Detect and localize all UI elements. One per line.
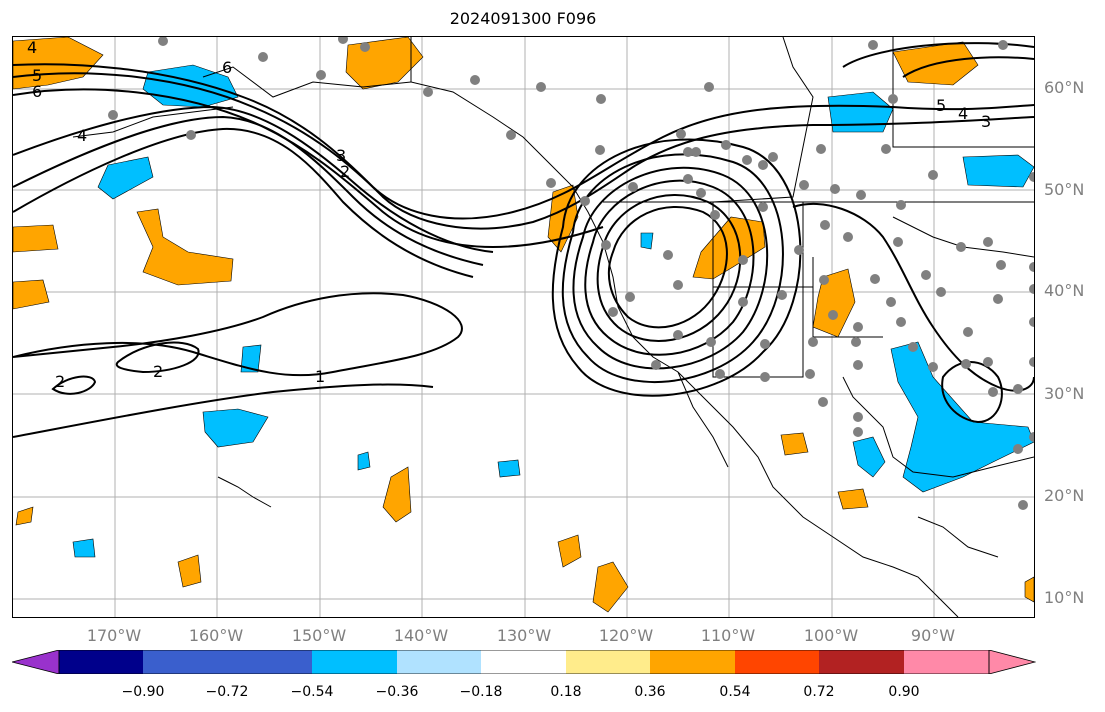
colorbar-tick-label: −0.54: [290, 684, 334, 700]
contour-label: 4: [27, 38, 37, 57]
station-dots: [108, 37, 1034, 510]
contour-label: 3: [336, 146, 346, 165]
colorbar-swatch: [904, 650, 989, 674]
colorbar-swatch: [566, 650, 650, 674]
colorbar-extend-max: [988, 650, 1036, 674]
lat-label-30n: 30°N: [1044, 384, 1085, 403]
colorbar-swatch: [59, 650, 143, 674]
contour-label: 2: [55, 372, 65, 391]
lon-label-140w: 140°W: [393, 626, 449, 645]
contour-label: 4: [77, 126, 87, 145]
contour-label: 4: [958, 104, 968, 123]
lon-label-160w: 160°W: [188, 626, 244, 645]
lat-label-50n: 50°N: [1044, 180, 1085, 199]
colorbar-tick-label: 0.90: [888, 684, 920, 700]
lon-label-130w: 130°W: [496, 626, 552, 645]
lat-label-10n: 10°N: [1044, 588, 1085, 607]
colorbar-tick-label: 0.54: [719, 684, 751, 700]
colorbar-tick-label: −0.72: [205, 684, 249, 700]
lon-label-120w: 120°W: [598, 626, 654, 645]
contour-label: 6: [32, 82, 42, 101]
lat-label-40n: 40°N: [1044, 281, 1085, 300]
contour-label: 5: [32, 66, 42, 85]
lon-label-90w: 90°W: [910, 626, 956, 645]
contour-label: 3: [981, 112, 991, 131]
colorbar-swatch: [481, 650, 566, 674]
map-canvas: 4 5 6 6 4 3 2 5 4 3 2 2 1: [13, 37, 1034, 617]
colorbar-swatch: [227, 650, 312, 674]
coastlines-and-borders: [72, 37, 1034, 617]
lat-label-60n: 60°N: [1044, 78, 1085, 97]
colorbar-tick-label: −0.90: [121, 684, 165, 700]
lon-label-110w: 110°W: [700, 626, 756, 645]
map-panel[interactable]: 4 5 6 6 4 3 2 5 4 3 2 2 1: [12, 36, 1035, 618]
colorbar-swatch: [650, 650, 735, 674]
lon-label-170w: 170°W: [86, 626, 142, 645]
contour-labels: 4 5 6 6 4 3 2 5 4 3 2 2 1: [27, 38, 991, 391]
colorbar-tick-label: −0.18: [459, 684, 503, 700]
map-title: 2024091300 F096: [449, 9, 597, 28]
colorbar-extend-min: [12, 650, 60, 674]
colorbar-swatch: [735, 650, 819, 674]
lon-label-100w: 100°W: [803, 626, 859, 645]
colorbar-tick-label: 0.72: [803, 684, 835, 700]
contour-label: 1: [315, 367, 325, 386]
contour-label: 6: [222, 58, 232, 77]
colorbar: [12, 650, 1036, 674]
colorbar-swatch: [312, 650, 397, 674]
colorbar-tick-label: 0.36: [634, 684, 666, 700]
lat-label-20n: 20°N: [1044, 486, 1085, 505]
colorbar-tick-label: 0.18: [550, 684, 582, 700]
colorbar-swatch: [143, 650, 227, 674]
contour-label: 2: [340, 162, 350, 181]
lon-label-150w: 150°W: [291, 626, 347, 645]
contour-lines: [13, 42, 1034, 438]
colorbar-tick-label: −0.36: [375, 684, 419, 700]
colorbar-swatch: [819, 650, 904, 674]
contour-label: 5: [936, 96, 946, 115]
contour-label: 2: [153, 362, 163, 381]
colorbar-swatch: [397, 650, 481, 674]
